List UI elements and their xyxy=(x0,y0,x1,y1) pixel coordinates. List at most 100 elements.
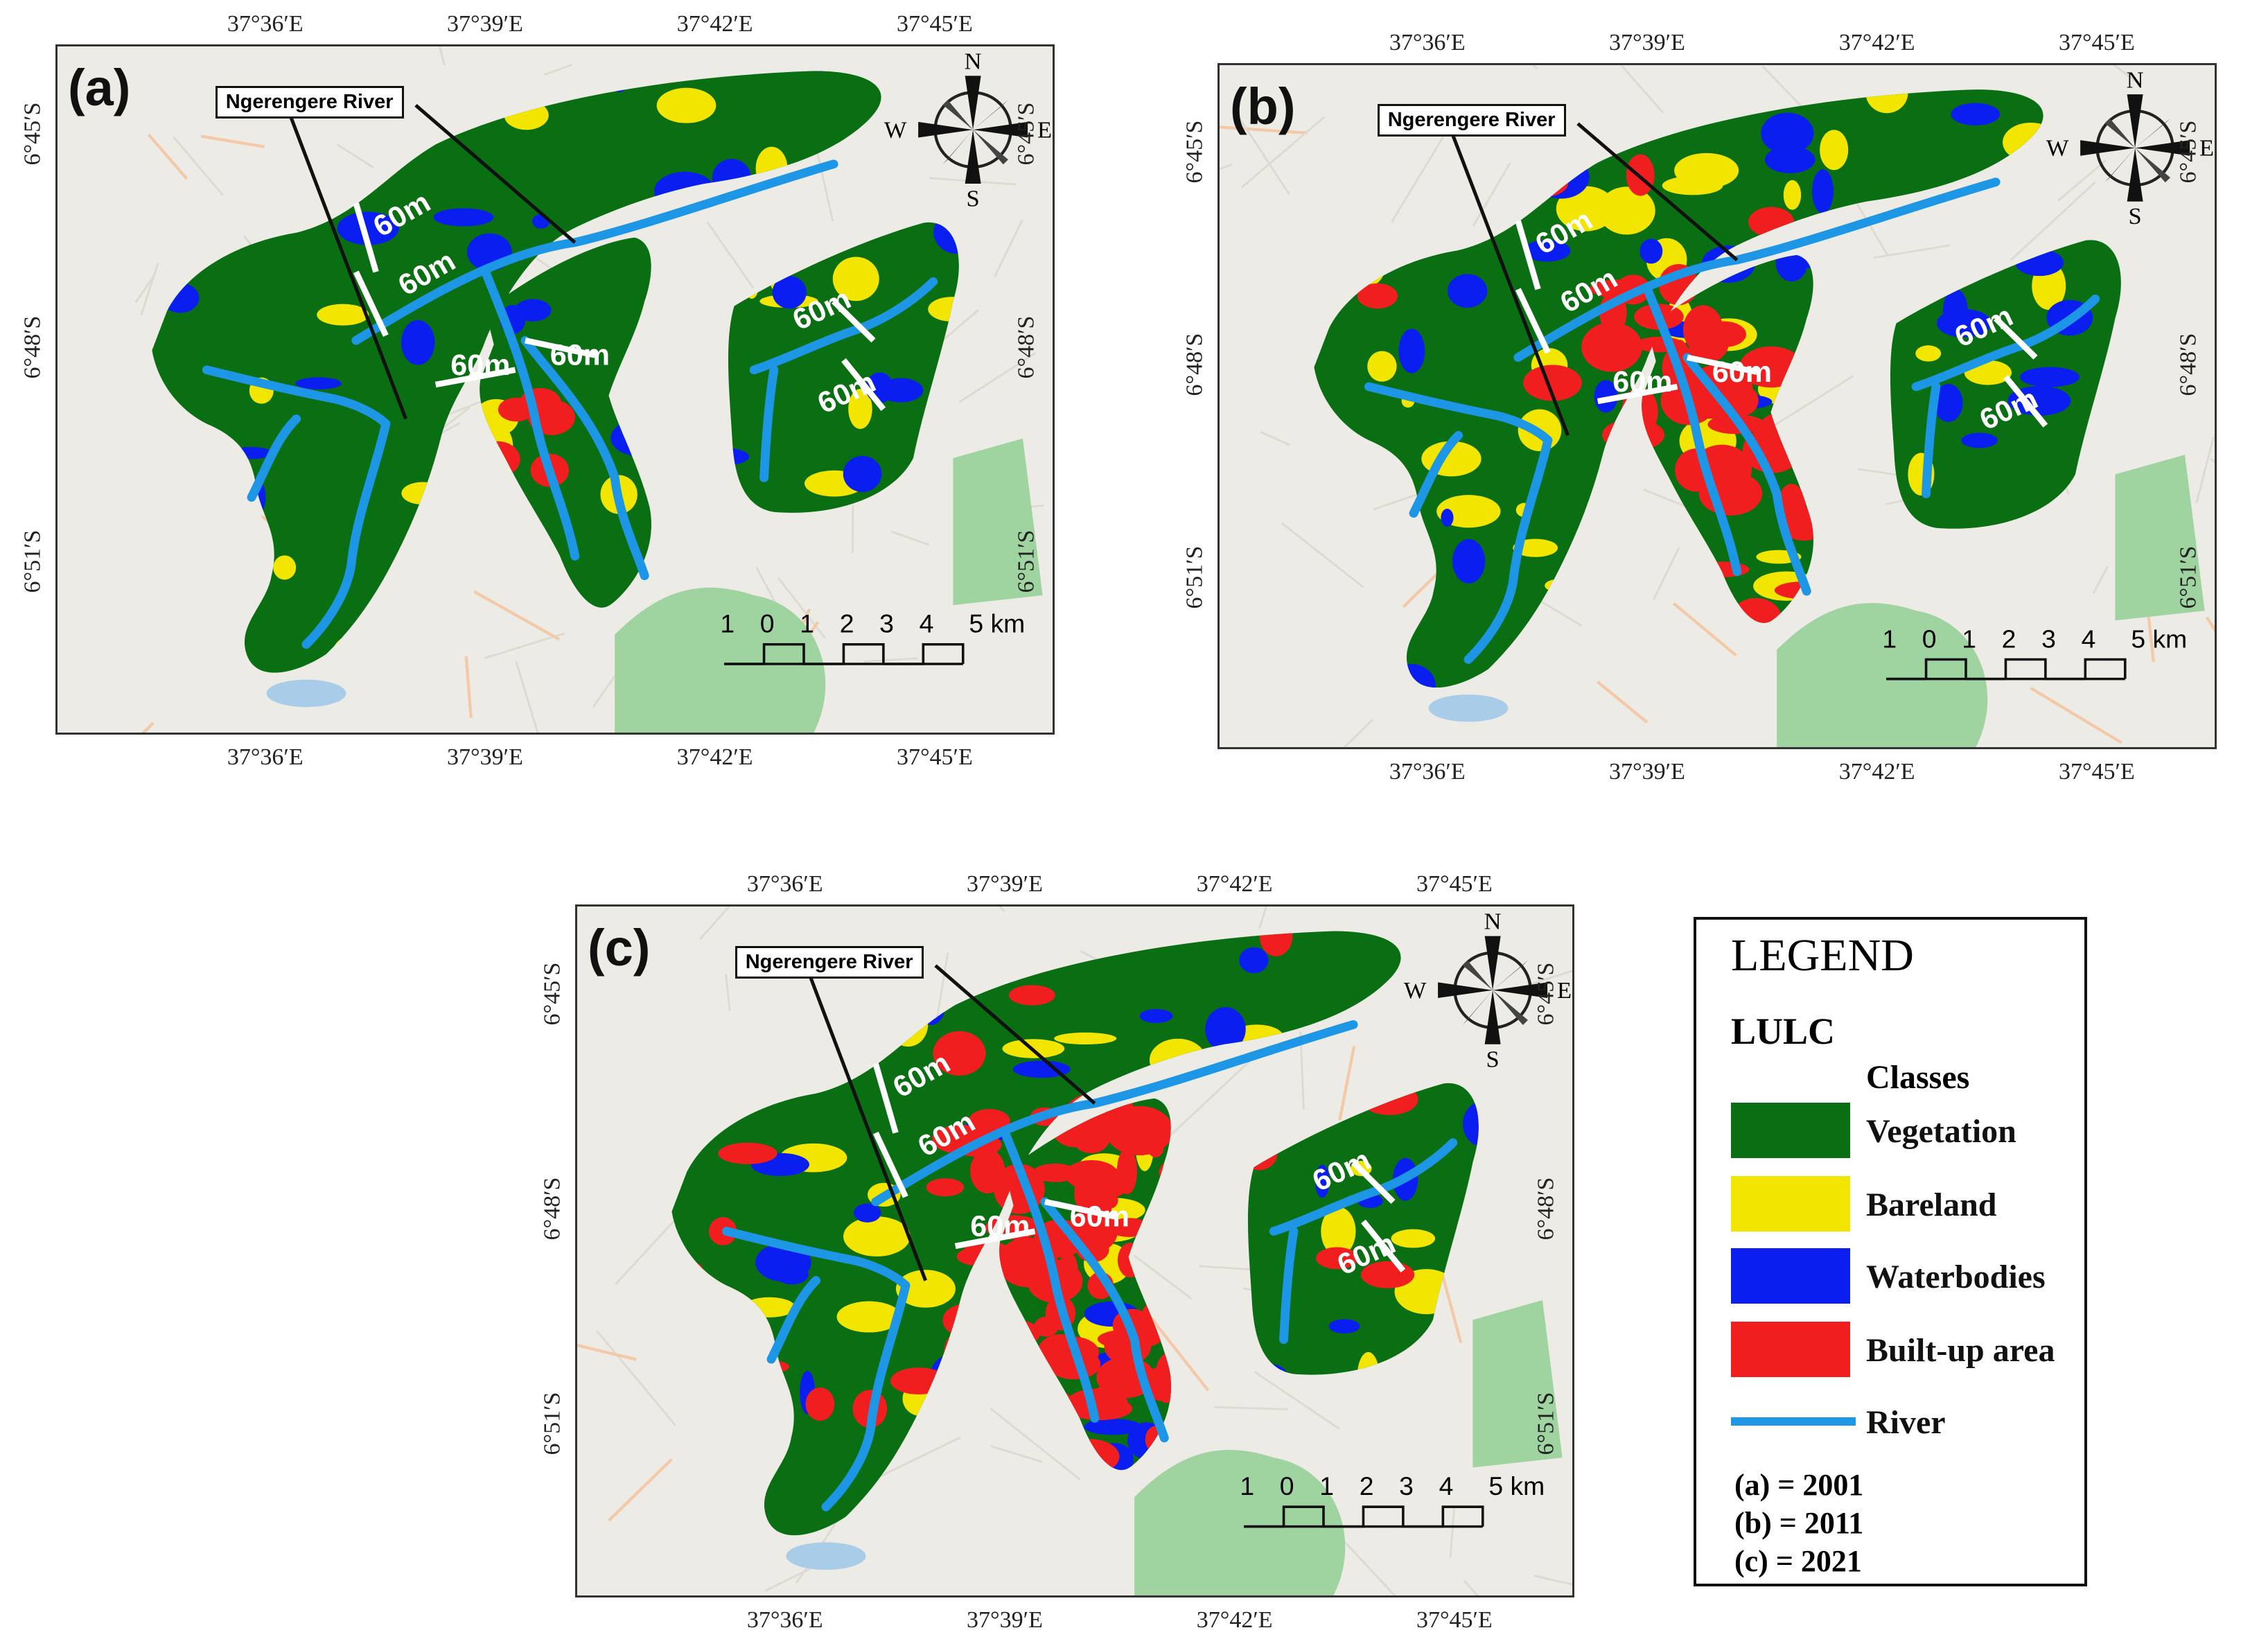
latitude-tick-right: 6°45′S xyxy=(2175,120,2201,184)
scale-number: 1 xyxy=(1319,1471,1334,1500)
buffer-line xyxy=(841,358,886,411)
river-name-label: Ngerengere River xyxy=(1377,104,1566,137)
latitude-tick-left: 6°45′S xyxy=(19,102,46,166)
longitude-tick-top: 37°42′E xyxy=(1196,871,1273,897)
river-line xyxy=(1513,177,2001,362)
compass-e: E xyxy=(1037,118,1052,143)
river-line xyxy=(202,365,391,428)
map-frame: 60m 60m 60m 60m 60m 60m N S E W 1 0 1 2 3 4 5 km xyxy=(1217,63,2217,749)
scale-number: 2 xyxy=(2002,625,2016,654)
longitude-tick-bottom: 37°42′E xyxy=(1838,759,1915,785)
latitude-tick-right: 6°51′S xyxy=(1533,1392,1559,1455)
compass-w: W xyxy=(884,118,907,143)
river-leader-line xyxy=(1446,123,1570,437)
lulc-classes xyxy=(671,931,1479,1536)
latitude-tick-right: 6°51′S xyxy=(2175,545,2201,609)
longitude-tick-top: 37°45′E xyxy=(896,11,973,37)
legend-label-builtup: Built-up area xyxy=(1866,1332,2055,1369)
scale-number: 5 km xyxy=(2131,625,2187,654)
longitude-tick-top: 37°39′E xyxy=(967,871,1043,897)
longitude-tick-top: 37°36′E xyxy=(1389,30,1466,55)
buffer-line xyxy=(872,1063,899,1134)
longitude-tick-top: 37°39′E xyxy=(1609,30,1685,55)
buffer-label: 60m xyxy=(1070,1200,1129,1234)
scale-number: 0 xyxy=(1280,1471,1294,1500)
latitude-tick-left: 6°51′S xyxy=(19,529,46,593)
longitude-tick-top: 37°36′E xyxy=(227,11,304,37)
compass-w: W xyxy=(2046,136,2069,161)
longitude-tick-bottom: 37°36′E xyxy=(227,744,304,770)
latitude-tick-right: 6°45′S xyxy=(1533,962,1559,1026)
scale-number: 1 xyxy=(720,609,735,638)
park-area xyxy=(615,587,826,733)
buffer-line xyxy=(525,338,596,358)
river-line xyxy=(481,267,580,561)
river-line xyxy=(871,1020,1358,1207)
buffer-line xyxy=(2003,375,2048,428)
river-line xyxy=(520,335,649,581)
latitude-tick-right: 6°45′S xyxy=(1013,102,1039,166)
compass-e: E xyxy=(1557,977,1572,1004)
legend-swatch-waterbodies xyxy=(1731,1248,1850,1304)
river-line xyxy=(1911,295,2100,392)
buffer-line xyxy=(353,270,389,337)
buffer-line xyxy=(1994,316,2038,360)
legend-label-bareland: Bareland xyxy=(1866,1187,1997,1223)
longitude-tick-bottom: 37°36′E xyxy=(746,1607,823,1633)
longitude-tick-bottom: 37°39′E xyxy=(447,744,523,770)
scale-number: 3 xyxy=(1399,1471,1414,1500)
legend: LEGEND LULC Classes Vegetation Bareland … xyxy=(1694,917,2087,1586)
river-line xyxy=(821,1281,911,1512)
river-line xyxy=(1682,353,1811,596)
buffer-label: 60m xyxy=(1712,356,1772,388)
scale-number: 2 xyxy=(1360,1471,1374,1500)
latitude-tick-right: 6°48′S xyxy=(1013,315,1039,379)
compass-s: S xyxy=(2129,204,2142,229)
river-line xyxy=(749,277,938,375)
buffer-label: 60m xyxy=(970,1210,1030,1243)
latitude-tick-left: 6°48′S xyxy=(539,1177,565,1241)
longitude-tick-top: 37°45′E xyxy=(2058,30,2135,55)
legend-subtitle: LULC xyxy=(1731,1010,1836,1052)
map-frame: 60m 60m 60m 60m 60m 60m N S E W 1 0 1 2 3 4 5 km xyxy=(55,44,1055,735)
buffer-line xyxy=(1515,288,1551,354)
buffer-line xyxy=(1515,220,1541,290)
latitude-tick-left: 6°45′S xyxy=(1181,120,1208,184)
scale-number: 5 km xyxy=(1488,1471,1545,1500)
latitude-tick-right: 6°48′S xyxy=(2175,333,2201,396)
lake xyxy=(1428,694,1509,722)
longitude-tick-top: 37°39′E xyxy=(447,11,523,37)
river-line xyxy=(351,159,838,345)
longitude-tick-top: 37°42′E xyxy=(676,11,753,37)
longitude-tick-top: 37°42′E xyxy=(1838,30,1915,55)
compass-n: N xyxy=(2127,68,2144,94)
latitude-tick-right: 6°48′S xyxy=(1533,1177,1559,1241)
river-line xyxy=(1409,430,1463,518)
river-line xyxy=(301,419,391,649)
river-leader-line xyxy=(284,104,407,420)
compass-s: S xyxy=(1486,1047,1500,1073)
buffer-line xyxy=(1687,354,1758,375)
buffer-line xyxy=(954,1228,1036,1250)
buffer-line xyxy=(1044,1198,1116,1220)
scale-number: 4 xyxy=(920,609,934,638)
longitude-tick-bottom: 37°42′E xyxy=(676,744,753,770)
legend-label-vegetation: Vegetation xyxy=(1866,1113,2016,1150)
scale-number: 3 xyxy=(2041,625,2056,654)
buffer-label: 60m xyxy=(550,339,610,372)
buffer-label: 60m xyxy=(450,349,510,382)
scale-number: 1 xyxy=(800,609,814,638)
river-line xyxy=(1463,435,1553,664)
river-line xyxy=(1001,1128,1100,1423)
latitude-tick-left: 6°51′S xyxy=(1181,545,1208,609)
compass-n: N xyxy=(1484,909,1502,935)
river-leader-line xyxy=(934,964,1096,1105)
longitude-tick-bottom: 37°39′E xyxy=(967,1607,1043,1633)
river-line xyxy=(1279,1227,1299,1345)
river-line xyxy=(1643,284,1742,577)
scale-number: 1 xyxy=(1882,625,1897,654)
